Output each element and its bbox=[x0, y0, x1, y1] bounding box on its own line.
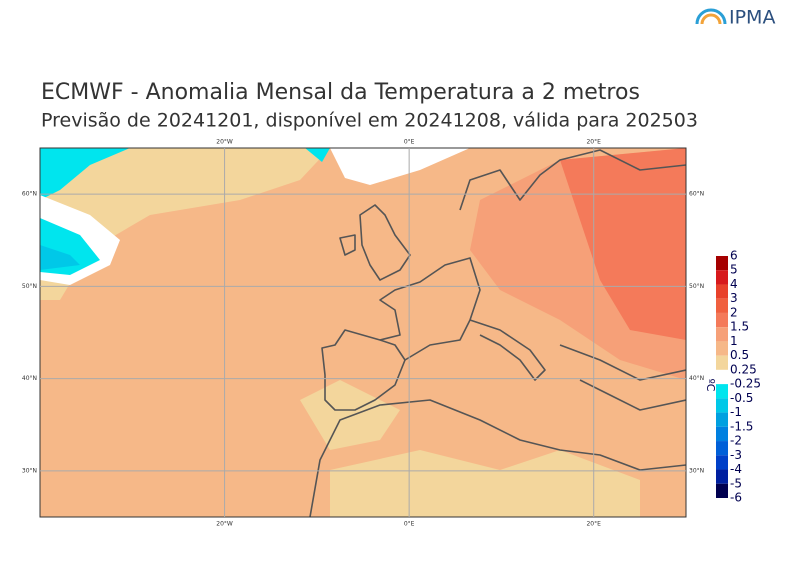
colorbar-label: -2 bbox=[730, 434, 742, 448]
colorbar-label: -0.25 bbox=[730, 377, 761, 391]
colorbar-swatch bbox=[716, 284, 728, 299]
anomaly-field bbox=[40, 148, 330, 300]
colorbar-swatch bbox=[716, 426, 728, 442]
anomaly-field bbox=[305, 148, 330, 162]
lat-label: 40°N bbox=[22, 375, 37, 382]
colorbar-label: 0.5 bbox=[730, 348, 749, 362]
lat-label: 60°N bbox=[689, 191, 704, 198]
logo-text: IPMA bbox=[729, 7, 775, 29]
anomaly-field bbox=[40, 148, 130, 200]
colorbar-swatch bbox=[716, 270, 728, 285]
colorbar-label: -6 bbox=[730, 491, 742, 505]
colorbar-label: -1 bbox=[730, 405, 742, 419]
colorbar-label: -5 bbox=[730, 476, 742, 490]
colorbar: ºC 654321.510.50.25-0.25-0.5-1-1.5-2-3-4… bbox=[704, 249, 761, 505]
colorbar-swatch bbox=[716, 441, 728, 456]
map: 20°W 20°W 0°E 0°E 20°E 20°E 60°N 60°N 50°N 50°N 40… bbox=[22, 139, 704, 528]
colorbar-label: 4 bbox=[730, 277, 738, 291]
anomaly-field bbox=[330, 148, 470, 185]
coastline bbox=[379, 257, 481, 361]
lon-label: 20°E bbox=[586, 139, 601, 146]
lat-label: 50°N bbox=[22, 283, 37, 290]
coastline bbox=[559, 344, 686, 411]
colorbar-swatch bbox=[716, 369, 728, 385]
colorbar-swatch bbox=[716, 312, 728, 328]
colorbar-swatch bbox=[716, 298, 728, 313]
colorbar-label: -0.5 bbox=[730, 391, 753, 405]
title: ECMWF - Anomalia Mensal da Temperatura a… bbox=[41, 80, 640, 105]
colorbar-label: -4 bbox=[730, 462, 742, 476]
logo-arc bbox=[695, 8, 727, 25]
anomaly-field bbox=[40, 370, 330, 480]
lat-label: 50°N bbox=[689, 283, 704, 290]
lon-label: 20°W bbox=[216, 521, 233, 528]
coastline bbox=[339, 234, 356, 256]
lat-label: 60°N bbox=[22, 191, 37, 198]
anomaly-field bbox=[560, 148, 686, 340]
colorbar-swatch bbox=[716, 398, 728, 413]
colorbar-label: 1.5 bbox=[730, 320, 749, 334]
colorbar-label: 0.25 bbox=[730, 362, 757, 376]
colorbar-label: 3 bbox=[730, 291, 738, 305]
colorbar-label: 6 bbox=[730, 249, 738, 263]
logo: IPMA bbox=[695, 7, 775, 29]
colorbar-swatch bbox=[716, 483, 728, 498]
colorbar-swatch bbox=[716, 327, 728, 342]
colorbar-label: 5 bbox=[730, 263, 738, 277]
anomaly-field bbox=[330, 450, 640, 517]
lon-label: 0°E bbox=[404, 139, 415, 146]
lat-label: 30°N bbox=[689, 467, 704, 474]
subtitle: Previsão de 20241201, disponível em 2024… bbox=[41, 110, 698, 132]
lat-label: 40°N bbox=[689, 375, 704, 382]
lon-label: 20°E bbox=[586, 521, 601, 528]
colorbar-swatch bbox=[716, 455, 728, 470]
coastline bbox=[359, 204, 411, 281]
colorbar-swatch bbox=[716, 412, 728, 427]
lat-label: 30°N bbox=[22, 467, 37, 474]
coastline bbox=[321, 329, 406, 411]
lon-label: 0°E bbox=[404, 521, 415, 528]
colorbar-unit: ºC bbox=[704, 379, 717, 392]
coastline bbox=[309, 399, 686, 517]
colorbar-swatch bbox=[716, 355, 728, 370]
colorbar-label: 1 bbox=[730, 334, 738, 348]
colorbar-label: -3 bbox=[730, 448, 742, 462]
colorbar-swatch bbox=[716, 469, 728, 484]
coastlines bbox=[309, 149, 686, 517]
colorbar-label: 2 bbox=[730, 305, 738, 319]
colorbar-swatch bbox=[716, 256, 728, 271]
coastline bbox=[459, 149, 686, 211]
lon-label: 20°W bbox=[216, 139, 233, 146]
colorbar-label: -1.5 bbox=[730, 419, 753, 433]
logo-arc bbox=[700, 13, 722, 25]
colorbar-swatch bbox=[716, 341, 728, 356]
colorbar-swatch bbox=[716, 384, 728, 399]
anomaly-field bbox=[40, 245, 80, 270]
coastline bbox=[469, 319, 546, 381]
map-frame bbox=[39, 147, 687, 518]
